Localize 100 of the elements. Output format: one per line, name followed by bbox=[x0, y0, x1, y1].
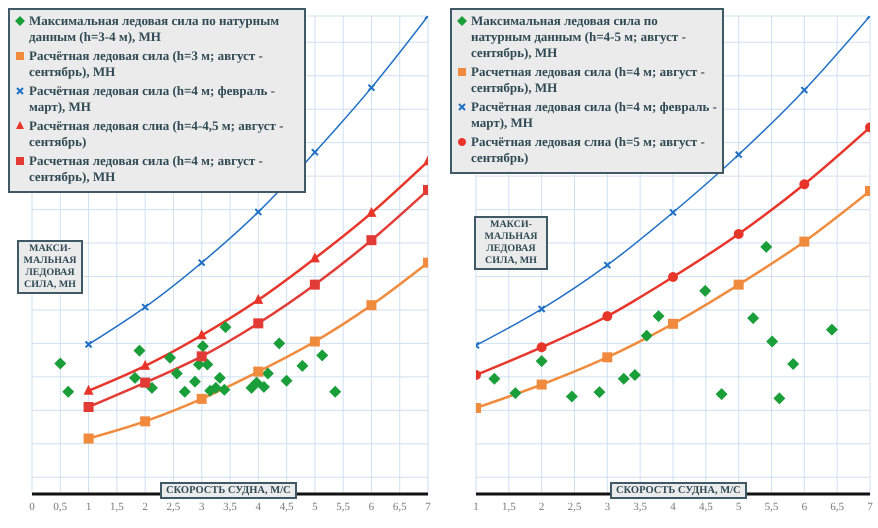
point bbox=[787, 358, 800, 370]
point bbox=[253, 294, 264, 304]
point bbox=[141, 303, 150, 312]
point bbox=[146, 382, 158, 394]
y-axis-title: МАКСИ-МАЛЬНАЯ ЛЕДОВАЯ СИЛА, МН bbox=[17, 240, 83, 294]
x-tick-label: 3,5 bbox=[223, 500, 238, 513]
point bbox=[170, 368, 183, 380]
legend-label: Максимальная ледовая сила по натурным данным (h=4-5 м; август - сентябрь), МН bbox=[471, 13, 687, 61]
point bbox=[196, 351, 207, 362]
point bbox=[668, 318, 678, 329]
point bbox=[310, 252, 320, 262]
point bbox=[652, 310, 665, 322]
x-tick-label: 5 bbox=[312, 500, 318, 513]
point bbox=[84, 340, 93, 348]
point bbox=[329, 386, 342, 398]
point bbox=[262, 368, 274, 380]
point bbox=[716, 388, 728, 400]
point bbox=[536, 355, 548, 368]
x-tick-label: 3 bbox=[604, 500, 611, 513]
point bbox=[800, 86, 808, 94]
x-tick-label: 5,5 bbox=[764, 500, 779, 513]
point bbox=[196, 394, 207, 404]
point bbox=[188, 376, 201, 388]
x-tick-label: 2 bbox=[142, 500, 148, 513]
point bbox=[536, 380, 547, 390]
x-tick-label: 3 bbox=[198, 500, 205, 513]
y-axis-title: МАКСИ-МАЛЬНАЯ ЛЕДОВАЯ СИЛА, МН bbox=[474, 216, 548, 270]
point bbox=[128, 372, 141, 384]
legend-label: Расчётная ледовая слиа (h=5 м; август - сентябрь) bbox=[471, 134, 706, 166]
point bbox=[133, 344, 146, 357]
point bbox=[669, 208, 677, 216]
x-tick-label: 6,5 bbox=[830, 500, 845, 513]
point bbox=[509, 387, 522, 400]
x-tick-label: 4 bbox=[670, 500, 676, 513]
x-tick-label: 1 bbox=[473, 500, 479, 513]
point bbox=[628, 368, 641, 381]
x-tick-label: 2,5 bbox=[568, 500, 582, 513]
point bbox=[668, 272, 678, 282]
point bbox=[310, 336, 320, 347]
point bbox=[253, 366, 264, 377]
point bbox=[62, 386, 74, 398]
point bbox=[164, 352, 176, 364]
point bbox=[296, 360, 308, 372]
point bbox=[640, 330, 653, 342]
x-tick-label: 2,5 bbox=[166, 500, 181, 513]
point bbox=[280, 374, 293, 387]
point bbox=[84, 384, 94, 395]
point bbox=[310, 148, 319, 156]
x-tick-label: 4,5 bbox=[698, 500, 714, 513]
point bbox=[54, 358, 66, 370]
point bbox=[566, 390, 578, 402]
legend-label: Расчётная ледовая сила (h=4 м; февраль - март), МН bbox=[471, 99, 718, 131]
x-tick-label: 0,5 bbox=[53, 500, 68, 513]
x-tick-label: 7 bbox=[867, 500, 874, 513]
point bbox=[799, 179, 810, 190]
point bbox=[734, 150, 743, 159]
point bbox=[250, 376, 263, 389]
x-tick-label: 5,5 bbox=[336, 500, 351, 513]
point bbox=[254, 208, 262, 216]
x-tick-label: 1,5 bbox=[110, 500, 124, 513]
point bbox=[488, 372, 500, 385]
x-tick-label: 4,5 bbox=[280, 500, 294, 513]
point bbox=[196, 329, 207, 340]
x-tick-label: 4 bbox=[256, 500, 262, 513]
point bbox=[538, 305, 546, 314]
point bbox=[258, 380, 270, 393]
point bbox=[310, 280, 320, 290]
legend-label: Расчётная ледовая сила (h=4 м; февраль - март), МН bbox=[29, 83, 276, 115]
x-tick-label: 3,5 bbox=[633, 500, 648, 513]
legend-label: Расчётная ледовая сила (h=3 м; август - сентябрь), МН bbox=[29, 48, 264, 80]
point bbox=[214, 372, 226, 384]
point bbox=[84, 402, 94, 412]
point bbox=[140, 416, 150, 426]
x-tick-label: 6,5 bbox=[392, 500, 408, 513]
point bbox=[760, 240, 772, 253]
point bbox=[747, 312, 760, 324]
point bbox=[253, 318, 264, 328]
point bbox=[273, 337, 286, 350]
x-tick-label: 1,5 bbox=[502, 500, 516, 513]
point bbox=[196, 340, 209, 352]
point bbox=[826, 324, 838, 336]
point bbox=[316, 349, 328, 362]
x-tick-label: 6 bbox=[802, 500, 808, 513]
point bbox=[140, 378, 150, 388]
x-tick-label: 0 bbox=[29, 500, 36, 513]
point bbox=[734, 280, 744, 290]
x-tick-label: 5 bbox=[736, 500, 742, 513]
point bbox=[799, 236, 810, 247]
point bbox=[602, 311, 612, 322]
point bbox=[366, 300, 376, 310]
legend-label: Максимальная ледовая сила по натурным данным (h=3-4 м), МН bbox=[29, 13, 280, 45]
point bbox=[366, 235, 376, 246]
point bbox=[178, 386, 191, 398]
point bbox=[773, 392, 786, 404]
point bbox=[602, 352, 612, 362]
point bbox=[766, 336, 778, 348]
x-tick-label: 1 bbox=[86, 500, 92, 513]
x-tick-label: 7 bbox=[425, 500, 432, 513]
point bbox=[536, 342, 547, 352]
point bbox=[593, 386, 606, 398]
